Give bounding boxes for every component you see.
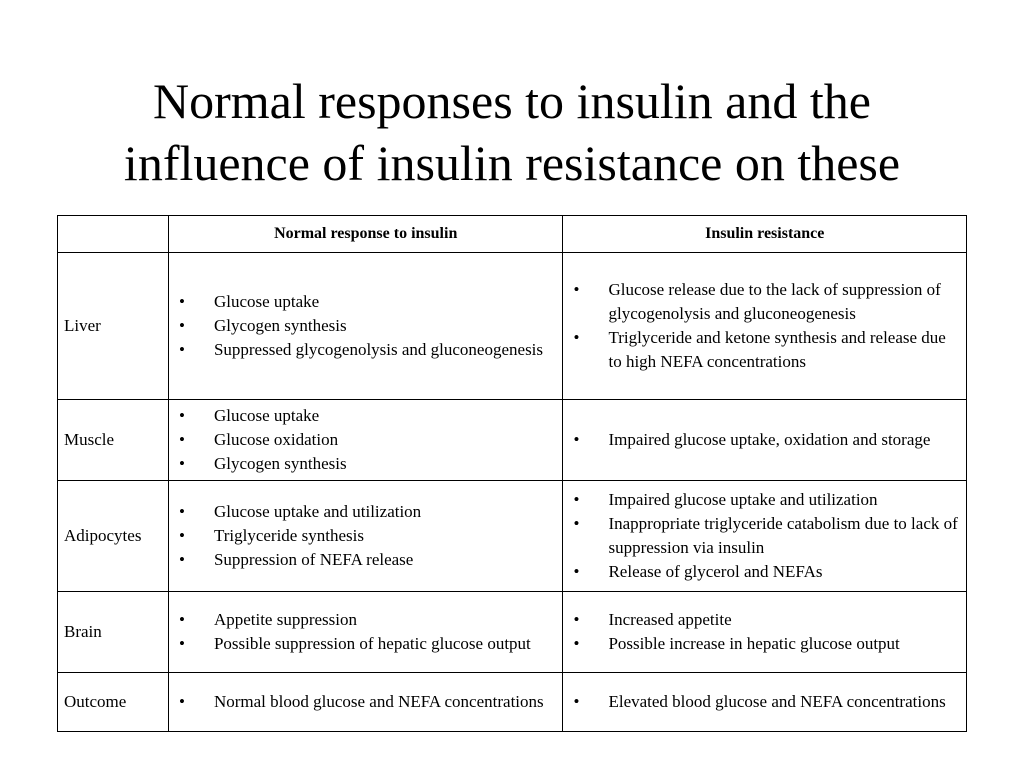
bullet-list: Normal blood glucose and NEFA concentrat…	[169, 688, 563, 716]
normal-response-cell: Glucose uptake and utilization Triglycer…	[167, 480, 564, 592]
list-item: Normal blood glucose and NEFA concentrat…	[169, 690, 557, 714]
table-row-outcome: Outcome Normal blood glucose and NEFA co…	[57, 672, 967, 732]
bullet-list: Increased appetite Possible increase in …	[563, 606, 966, 658]
list-item: Increased appetite	[563, 608, 960, 632]
table-header-row: Normal response to insulin Insulin resis…	[57, 215, 967, 253]
bullet-list: Glucose release due to the lack of suppr…	[563, 276, 966, 376]
insulin-resistance-cell: Impaired glucose uptake and utilization …	[562, 480, 967, 592]
insulin-resistance-cell: Impaired glucose uptake, oxidation and s…	[562, 399, 967, 481]
list-item: Release of glycerol and NEFAs	[563, 560, 960, 584]
slide-title-line-1: Normal responses to insulin and the	[153, 73, 871, 129]
insulin-response-table: Normal response to insulin Insulin resis…	[57, 215, 967, 732]
slide-title: Normal responses to insulin and the infl…	[0, 70, 1024, 194]
insulin-resistance-cell: Increased appetite Possible increase in …	[562, 591, 967, 673]
list-item: Glucose oxidation	[169, 428, 557, 452]
list-item: Possible increase in hepatic glucose out…	[563, 632, 960, 656]
list-item: Possible suppression of hepatic glucose …	[169, 632, 557, 656]
list-item: Glycogen synthesis	[169, 314, 557, 338]
organ-cell: Liver	[57, 252, 169, 400]
list-item: Inappropriate triglyceride catabolism du…	[563, 512, 960, 560]
list-item: Appetite suppression	[169, 608, 557, 632]
organ-cell: Adipocytes	[57, 480, 169, 592]
table-row-adipocytes: Adipocytes Glucose uptake and utilizatio…	[57, 480, 967, 592]
bullet-list: Appetite suppression Possible suppressio…	[169, 606, 563, 658]
list-item: Glucose uptake	[169, 404, 557, 428]
bullet-list: Elevated blood glucose and NEFA concentr…	[563, 688, 966, 716]
normal-response-cell: Glucose uptake Glucose oxidation Glycoge…	[167, 399, 564, 481]
organ-cell: Outcome	[57, 672, 169, 732]
table-row-liver: Liver Glucose uptake Glycogen synthesis …	[57, 252, 967, 400]
list-item: Glycogen synthesis	[169, 452, 557, 476]
header-empty	[57, 215, 169, 253]
table-row-muscle: Muscle Glucose uptake Glucose oxidation …	[57, 399, 967, 481]
list-item: Glucose uptake	[169, 290, 557, 314]
table-row-brain: Brain Appetite suppression Possible supp…	[57, 591, 967, 673]
list-item: Impaired glucose uptake and utilization	[563, 488, 960, 512]
bullet-list: Glucose uptake and utilization Triglycer…	[169, 498, 563, 574]
list-item: Triglyceride synthesis	[169, 524, 557, 548]
list-item: Impaired glucose uptake, oxidation and s…	[563, 428, 960, 452]
organ-cell: Brain	[57, 591, 169, 673]
list-item: Glucose release due to the lack of suppr…	[563, 278, 960, 326]
slide-title-line-2: influence of insulin resistance on these	[123, 135, 901, 191]
organ-cell: Muscle	[57, 399, 169, 481]
list-item: Triglyceride and ketone synthesis and re…	[563, 326, 960, 374]
list-item: Elevated blood glucose and NEFA concentr…	[563, 690, 960, 714]
bullet-list: Impaired glucose uptake and utilization …	[563, 486, 966, 586]
normal-response-cell: Appetite suppression Possible suppressio…	[167, 591, 564, 673]
bullet-list: Glucose uptake Glucose oxidation Glycoge…	[169, 402, 563, 478]
insulin-resistance-cell: Elevated blood glucose and NEFA concentr…	[562, 672, 967, 732]
bullet-list: Glucose uptake Glycogen synthesis Suppre…	[169, 288, 563, 364]
normal-response-cell: Glucose uptake Glycogen synthesis Suppre…	[167, 252, 564, 400]
header-normal-response: Normal response to insulin	[167, 215, 564, 253]
list-item: Suppressed glycogenolysis and gluconeoge…	[169, 338, 557, 362]
list-item: Suppression of NEFA release	[169, 548, 557, 572]
normal-response-cell: Normal blood glucose and NEFA concentrat…	[167, 672, 564, 732]
insulin-resistance-cell: Glucose release due to the lack of suppr…	[562, 252, 967, 400]
list-item: Glucose uptake and utilization	[169, 500, 557, 524]
header-insulin-resistance: Insulin resistance	[562, 215, 967, 253]
bullet-list: Impaired glucose uptake, oxidation and s…	[563, 426, 966, 454]
